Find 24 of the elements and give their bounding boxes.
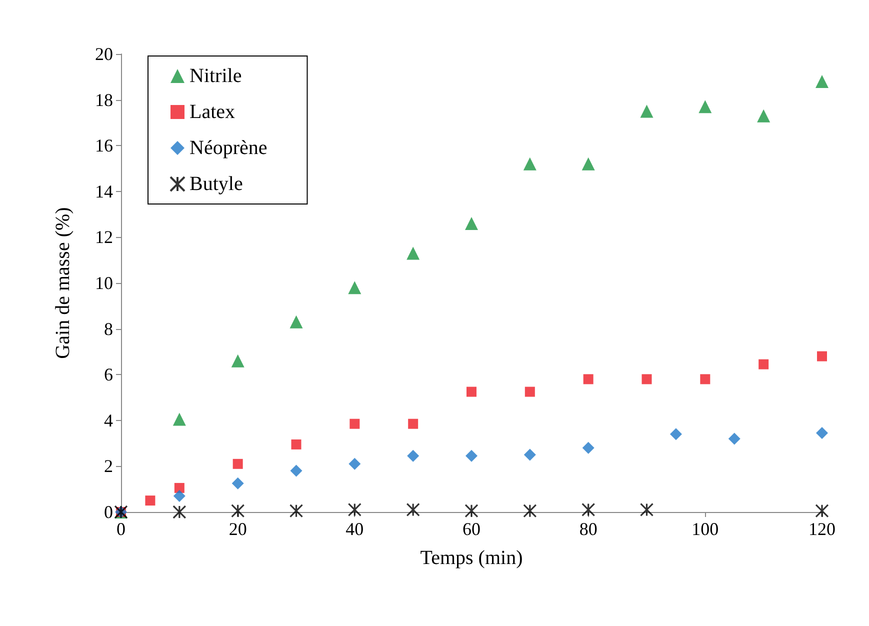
x-tick-label: 60 xyxy=(462,519,480,539)
y-tick-label: 8 xyxy=(104,318,113,339)
x-axis-title: Temps (min) xyxy=(420,547,523,569)
legend-label: Butyle xyxy=(190,173,243,195)
y-tick-label: 6 xyxy=(104,364,113,385)
legend-label: Nitrile xyxy=(190,65,242,87)
y-tick-label: 14 xyxy=(95,181,113,202)
y-axis-title: Gain de masse (%) xyxy=(52,207,74,359)
y-tick-label: 10 xyxy=(95,273,113,293)
y-tick-label: 16 xyxy=(95,136,113,156)
y-tick-label: 20 xyxy=(95,44,113,64)
y-tick-label: 4 xyxy=(104,410,113,430)
y-tick-label: 18 xyxy=(95,90,113,110)
x-tick-label: 0 xyxy=(116,519,126,539)
x-tick-label: 100 xyxy=(692,519,719,539)
x-tick-label: 80 xyxy=(579,519,598,539)
y-tick-label: 2 xyxy=(104,456,113,476)
x-tick-label: 20 xyxy=(228,519,247,539)
x-tick-label: 120 xyxy=(808,519,836,539)
y-tick-label: 12 xyxy=(95,227,113,248)
legend-label: Néoprène xyxy=(190,137,268,159)
legend-label: Latex xyxy=(190,101,236,123)
y-tick-label: 0 xyxy=(104,502,113,522)
x-tick-label: 40 xyxy=(346,519,364,539)
